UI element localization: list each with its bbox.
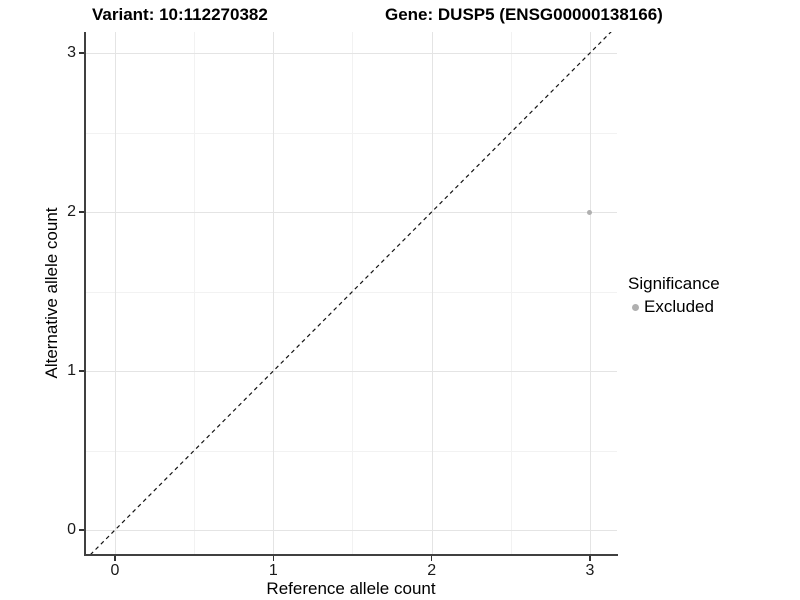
gridline-y-major <box>85 371 617 372</box>
gridline-y-major <box>85 53 617 54</box>
gridline-x-major <box>589 32 591 555</box>
legend-point-swatch <box>632 303 639 311</box>
gridline-y-minor <box>85 291 617 293</box>
y-tick-label: 1 <box>67 362 76 379</box>
gridline-y-minor <box>85 450 617 452</box>
gridline-y-minor <box>85 132 617 134</box>
x-tick-label: 0 <box>110 562 120 579</box>
y-tick-label: 0 <box>67 521 76 538</box>
x-tick-label: 1 <box>268 562 278 579</box>
gridline-x-major <box>431 32 433 555</box>
x-axis-title: Reference allele count <box>266 579 436 598</box>
x-tick-mark <box>272 556 275 561</box>
x-tick-label: 2 <box>427 562 437 579</box>
legend-title: Significance <box>628 274 720 293</box>
plot-title-gene: Gene: DUSP5 (ENSG00000138166) <box>385 5 663 24</box>
gridline-x-minor <box>352 32 354 555</box>
legend-entry: Excluded <box>628 297 720 317</box>
plot-title-variant: Variant: 10:112270382 <box>92 5 268 24</box>
y-tick-mark <box>79 211 84 213</box>
gridline-x-minor <box>194 32 196 555</box>
legend-entries: Excluded <box>628 297 720 317</box>
gridline-x-major <box>115 32 116 555</box>
gridline-y-major <box>85 212 617 213</box>
x-axis-line <box>84 554 618 556</box>
y-tick-mark <box>79 529 84 531</box>
y-axis-title: Alternative allele count <box>42 207 61 379</box>
x-tick-mark <box>589 556 591 561</box>
plot-panel <box>85 32 617 555</box>
x-tick-mark <box>430 556 433 561</box>
gridline-x-major <box>273 32 275 555</box>
legend: Significance Excluded <box>628 274 720 317</box>
gridline-y-major <box>85 530 617 531</box>
legend-entry-label: Excluded <box>644 297 714 316</box>
x-tick-label: 3 <box>585 562 595 579</box>
y-tick-label: 2 <box>67 203 76 220</box>
y-tick-mark <box>79 370 84 372</box>
y-tick-label: 3 <box>67 44 76 61</box>
y-axis-line <box>84 32 86 556</box>
gridline-x-minor <box>510 32 512 555</box>
y-tick-mark <box>79 52 84 54</box>
x-tick-mark <box>114 556 116 561</box>
identity-line <box>89 32 612 555</box>
data-point <box>587 209 593 215</box>
